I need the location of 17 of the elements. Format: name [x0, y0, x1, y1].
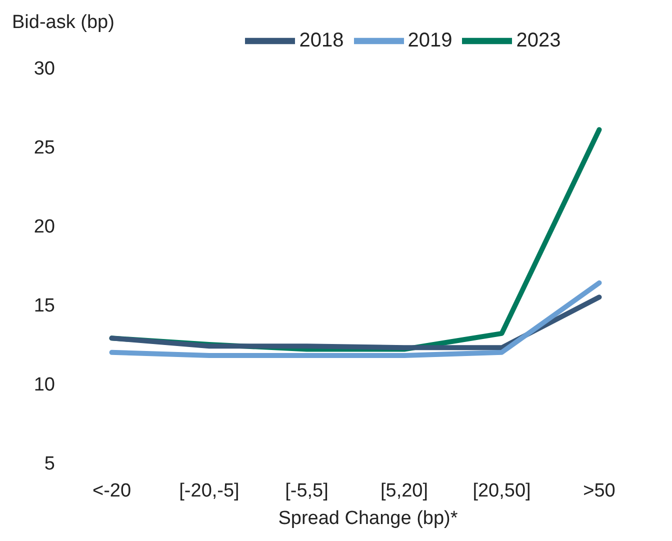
legend-label: 2019: [408, 29, 452, 52]
legend-label: 2023: [516, 29, 561, 52]
x-tick-label: [-5,5]: [285, 480, 328, 502]
y-tick-label: 25: [34, 138, 55, 159]
y-tick-label: 20: [34, 216, 55, 238]
y-tick-label: 10: [34, 374, 55, 396]
y-tick-label: 15: [34, 296, 55, 317]
x-axis-title: Spread Change (bp)*: [277, 508, 459, 530]
x-tick-label: >50: [583, 480, 616, 502]
x-tick-label: <-20: [92, 480, 132, 502]
x-tick-label: [20,50]: [472, 480, 531, 502]
y-tick-label: 5: [44, 454, 55, 475]
x-tick-label: [5,20]: [380, 480, 428, 502]
legend-label: 2018: [299, 29, 344, 52]
y-tick-label: 30: [34, 58, 55, 80]
y-axis-title: Bid-ask (bp): [12, 12, 114, 34]
x-tick-label: [-20,-5]: [179, 480, 240, 502]
